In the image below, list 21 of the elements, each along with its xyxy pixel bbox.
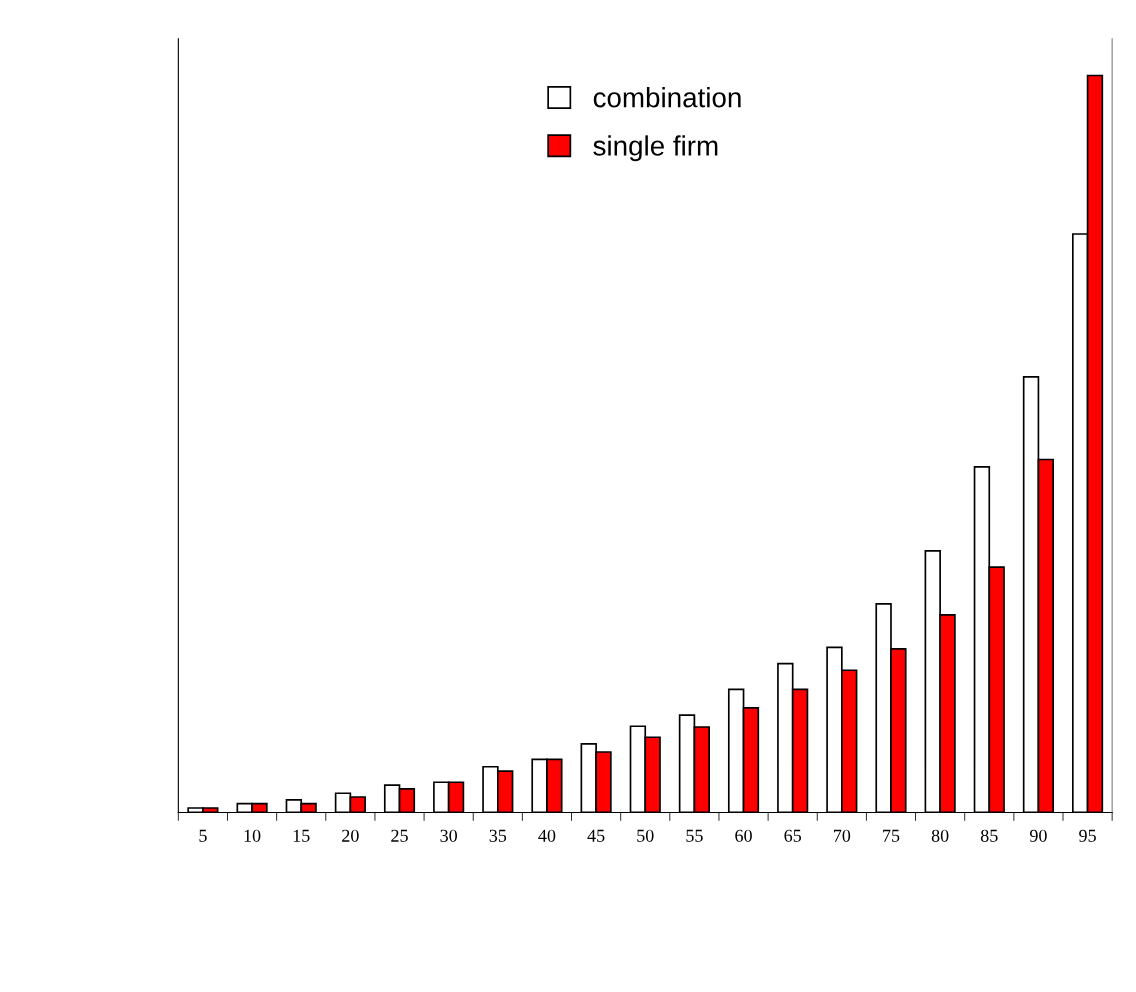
x-tick-label: 85: [980, 829, 998, 842]
x-tick-label: 15: [293, 829, 310, 842]
x-tick-label: 95: [1079, 829, 1096, 842]
x-tick-label: 50: [637, 829, 654, 842]
x-tick-label: 60: [735, 829, 752, 842]
x-tick-label: 25: [391, 829, 408, 842]
x-tick-label: 30: [440, 829, 457, 842]
x-tick-label: 65: [784, 829, 802, 842]
legend-label: single firm: [593, 135, 718, 162]
x-tick-label: 55: [686, 829, 703, 842]
x-tick-label: 5: [199, 829, 207, 842]
x-tick-label: 20: [342, 829, 359, 842]
x-tick-label: 45: [587, 829, 605, 842]
x-tick-label: 35: [489, 829, 507, 842]
x-tick-label: 40: [538, 829, 556, 842]
x-tick-label: 90: [1029, 829, 1047, 842]
x-tick-label: 10: [244, 829, 261, 842]
x-tick-label: 70: [834, 829, 851, 842]
x-tick-label: 80: [931, 829, 949, 842]
x-tick-label: 75: [883, 829, 900, 842]
legend-label: combination: [593, 87, 741, 108]
